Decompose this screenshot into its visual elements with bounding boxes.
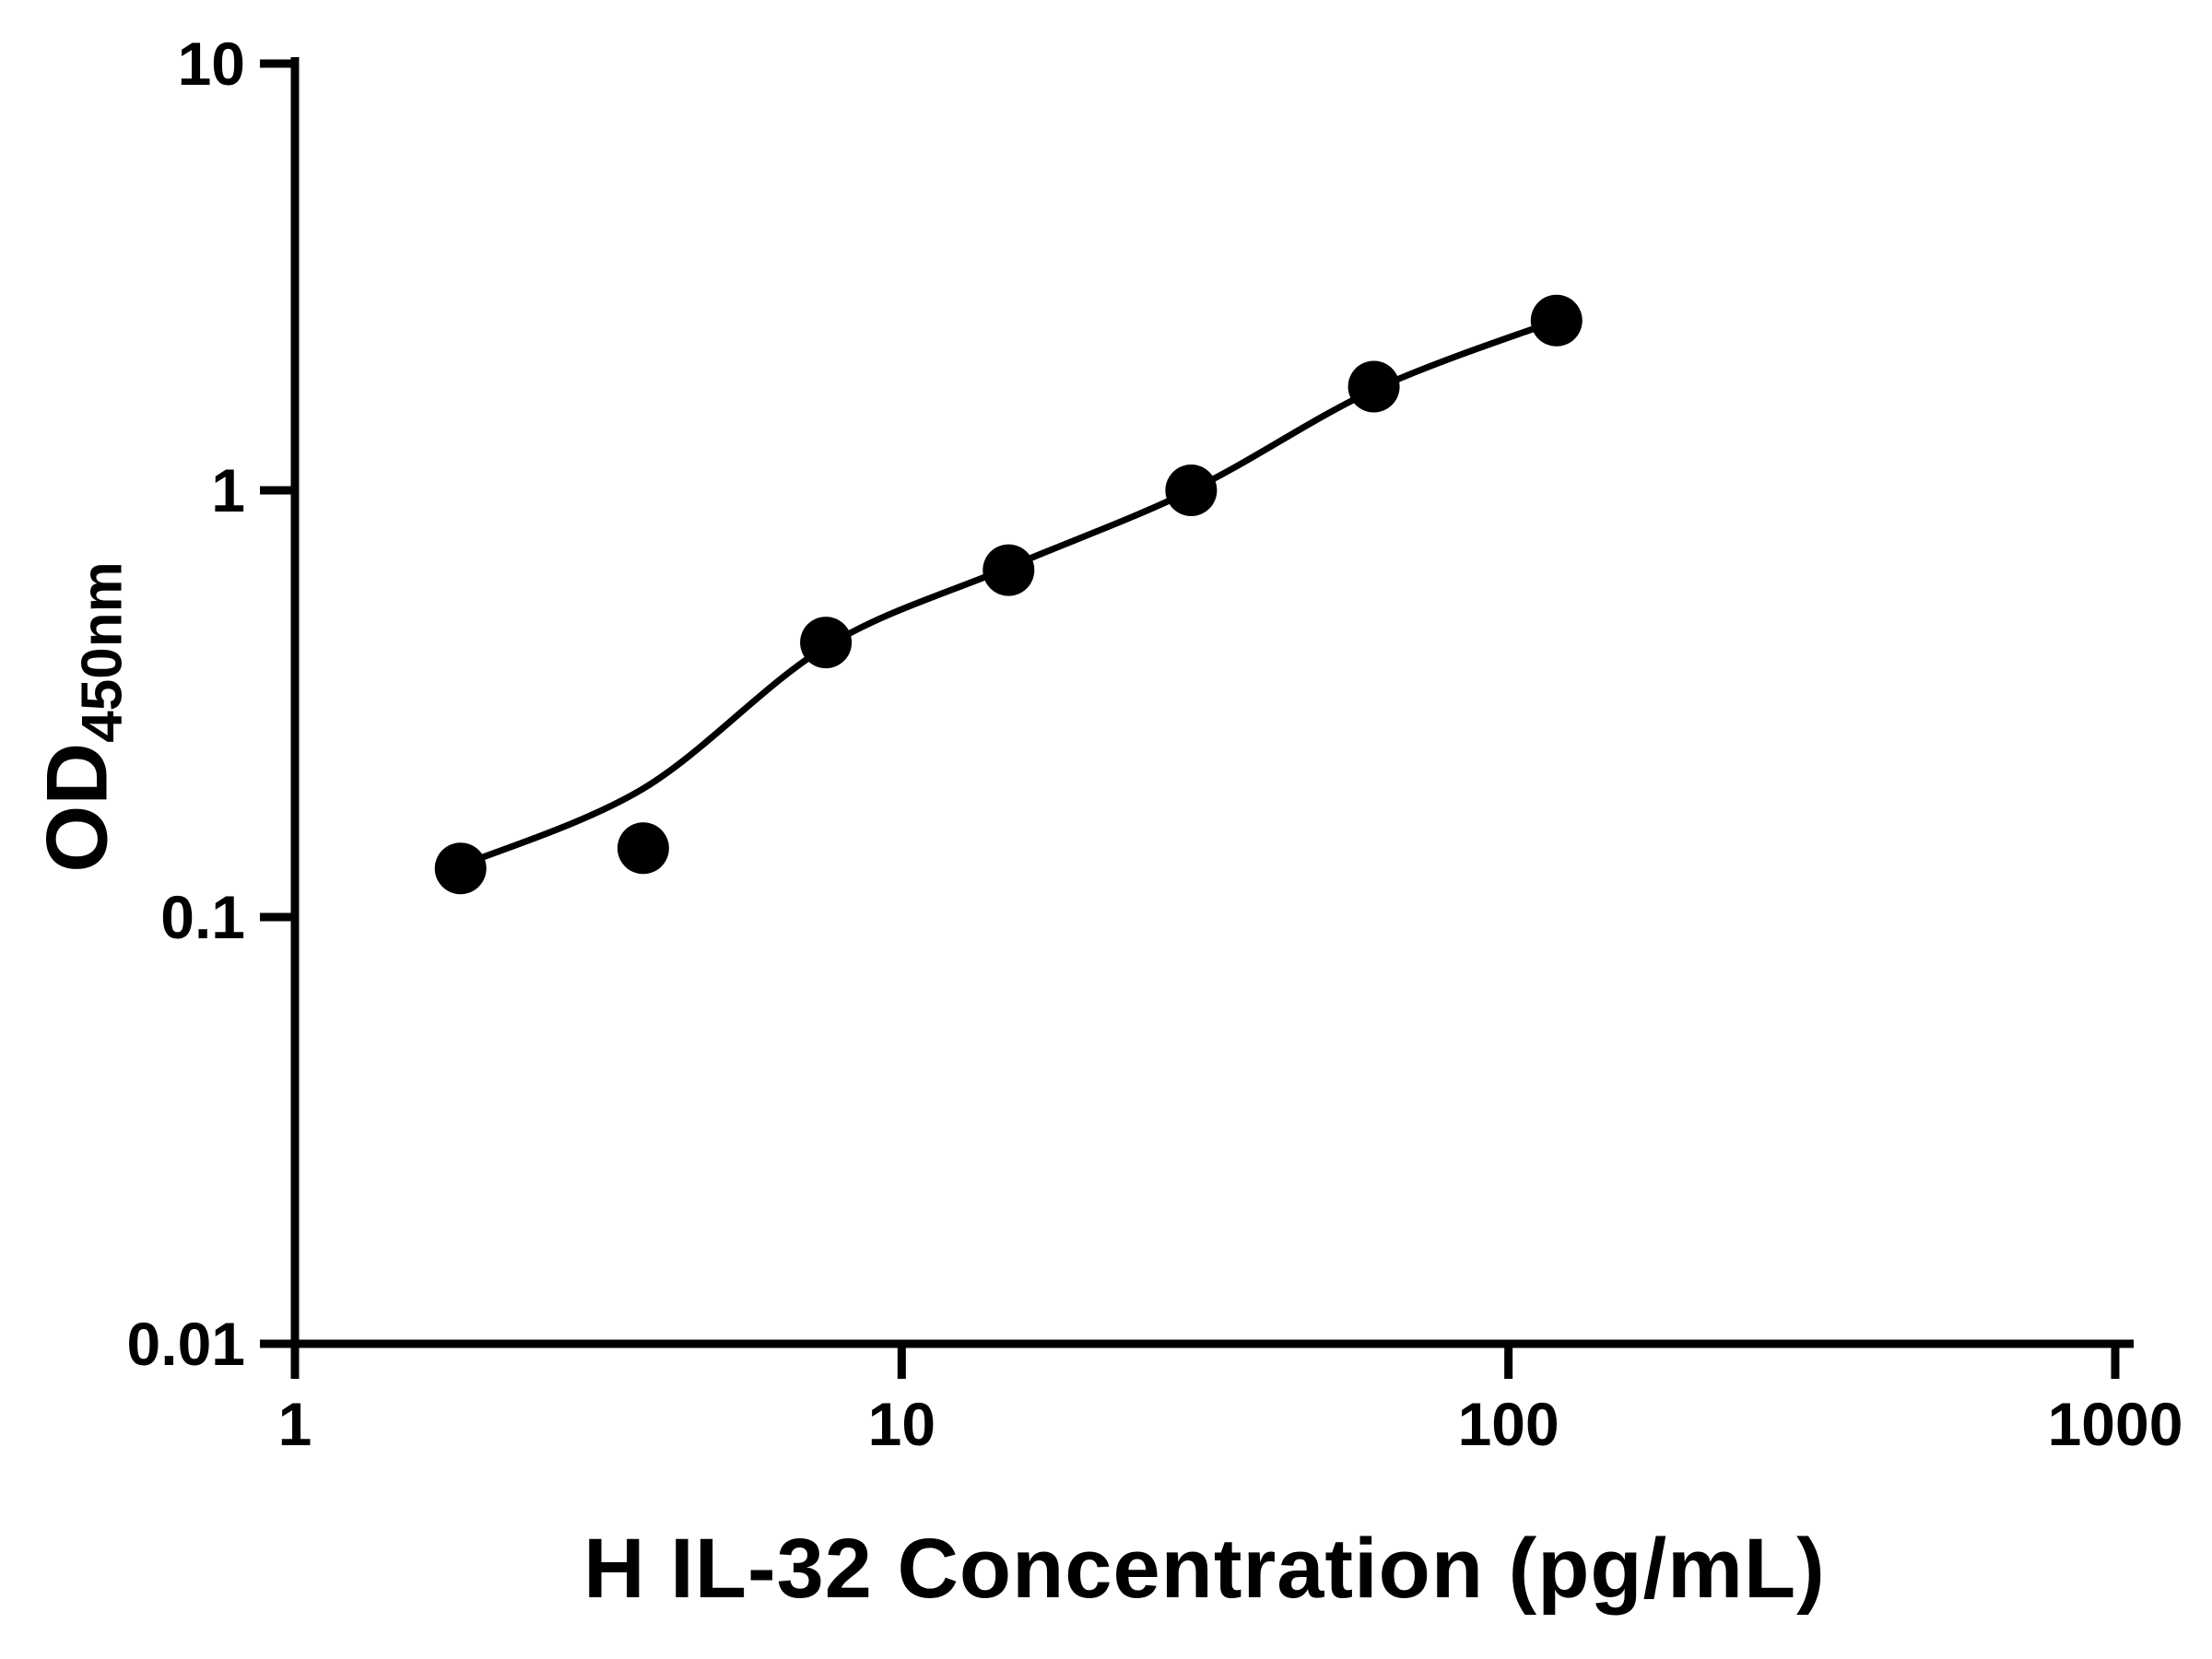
y-axis-title-main: OD — [28, 742, 125, 873]
x-axis-title: H IL-32 Concentration (pg/mL) — [583, 1522, 1826, 1616]
y-axis-title-subscript: 450nm — [70, 561, 135, 743]
y-axis-tick-label: 1 — [211, 456, 245, 524]
data-point — [434, 842, 487, 895]
x-axis-tick-label: 1 — [278, 1390, 312, 1458]
y-axis-tick-label: 10 — [178, 29, 245, 98]
y-axis-title: OD450nm — [28, 561, 135, 872]
y-axis-tick-label: 0.01 — [127, 1310, 245, 1378]
y-axis-tick-label: 0.1 — [160, 883, 245, 951]
data-point — [982, 544, 1035, 596]
data-point — [1165, 465, 1218, 516]
x-axis-tick-label: 10 — [868, 1390, 935, 1458]
x-axis-tick-label: 100 — [1458, 1390, 1559, 1458]
data-point — [1347, 360, 1400, 413]
data-point — [800, 617, 853, 669]
data-point — [617, 822, 669, 875]
data-point — [1530, 294, 1583, 347]
x-axis-tick-label: 1000 — [2048, 1390, 2183, 1458]
